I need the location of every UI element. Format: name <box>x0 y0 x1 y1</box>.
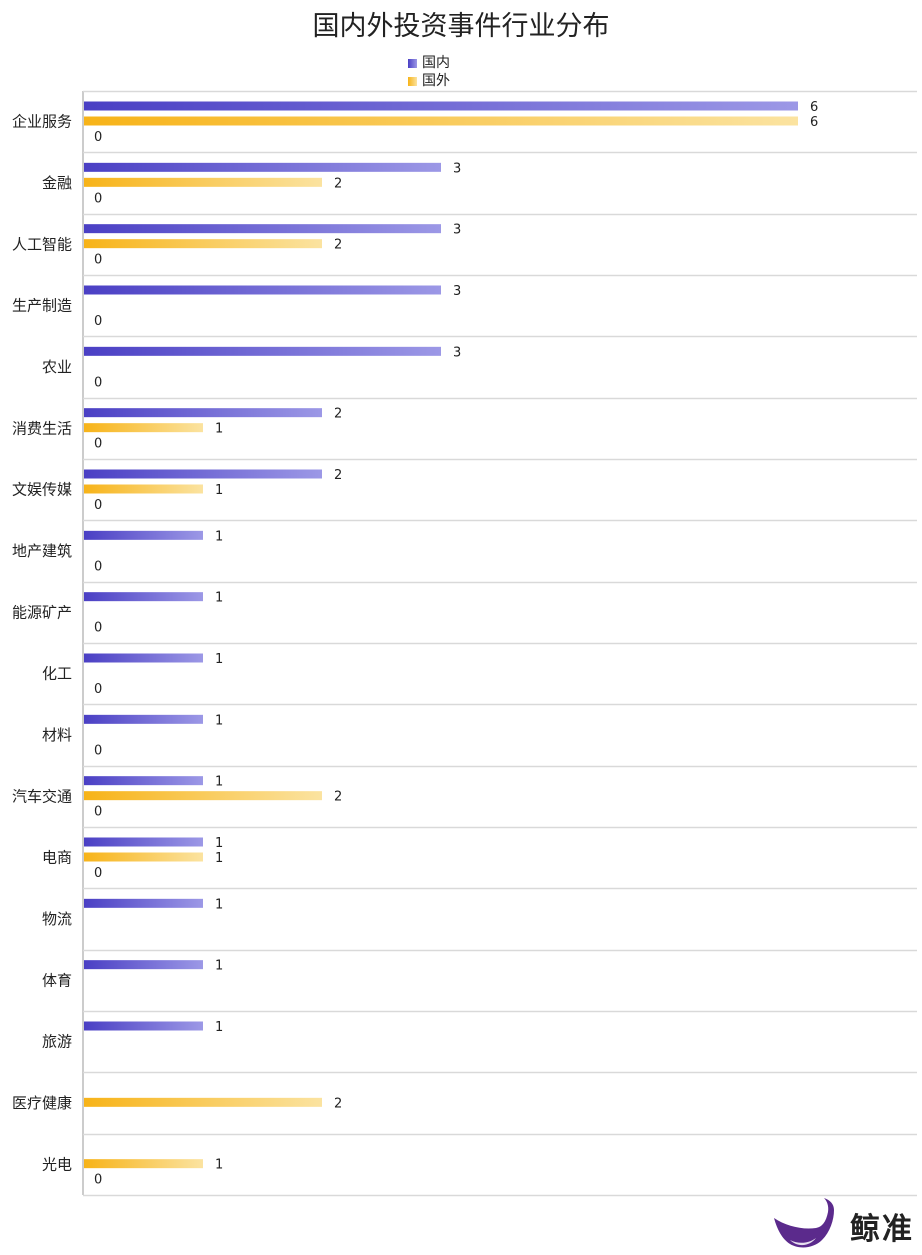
bar[interactable] <box>84 162 441 172</box>
category-label: 金融 <box>42 174 72 192</box>
data-label: 1 <box>215 652 223 667</box>
category-label: 企业服务 <box>12 113 72 131</box>
legend-label-foreign: 国外 <box>422 73 450 89</box>
bar[interactable] <box>84 177 322 187</box>
bar[interactable] <box>84 1159 203 1169</box>
bar[interactable] <box>84 346 441 356</box>
data-label: 1 <box>215 529 223 544</box>
bar[interactable] <box>84 852 203 862</box>
legend: 国内 国外 <box>408 54 450 90</box>
logo-text: 鲸准 <box>850 1212 914 1247</box>
data-label: 2 <box>334 468 342 483</box>
bar[interactable] <box>84 837 203 847</box>
data-label: 0 <box>94 130 102 145</box>
data-label: 0 <box>94 743 102 758</box>
bar[interactable] <box>84 101 798 111</box>
bar[interactable] <box>84 898 203 908</box>
data-label: 2 <box>334 176 342 191</box>
bar[interactable] <box>84 239 322 249</box>
data-label: 0 <box>94 1173 102 1188</box>
bar[interactable] <box>84 653 203 663</box>
data-label: 1 <box>215 851 223 866</box>
category-label: 体育 <box>42 971 72 989</box>
logo: 鲸准 <box>772 1196 922 1251</box>
data-label: 1 <box>215 775 223 790</box>
category-label: 消费生活 <box>12 419 72 437</box>
whale-icon <box>774 1198 834 1248</box>
data-label: 1 <box>215 1020 223 1035</box>
data-label: 2 <box>334 238 342 253</box>
bar[interactable] <box>84 116 798 126</box>
bar[interactable] <box>84 484 203 494</box>
bar[interactable] <box>84 469 322 479</box>
data-label: 0 <box>94 375 102 390</box>
data-label: 0 <box>94 805 102 820</box>
legend-swatch-foreign <box>408 76 417 86</box>
chart-title: 国内外投资事件行业分布 <box>312 11 610 42</box>
bar[interactable] <box>84 1021 203 1031</box>
data-label: 3 <box>453 161 461 176</box>
data-label: 1 <box>215 422 223 437</box>
data-label: 1 <box>215 591 223 606</box>
data-label: 0 <box>94 437 102 452</box>
data-label: 3 <box>453 284 461 299</box>
category-label: 汽车交通 <box>12 787 72 805</box>
data-label: 0 <box>94 314 102 329</box>
bar[interactable] <box>84 285 441 295</box>
bar[interactable] <box>84 960 203 970</box>
legend-swatch-domestic <box>408 58 417 68</box>
data-label: 3 <box>453 345 461 360</box>
category-label: 化工 <box>42 665 72 683</box>
data-label: 1 <box>215 713 223 728</box>
data-label: 0 <box>94 621 102 636</box>
data-label: 0 <box>94 498 102 513</box>
data-label: 0 <box>94 559 102 574</box>
legend-item-domestic[interactable]: 国内 <box>408 54 450 72</box>
bar[interactable] <box>84 776 203 786</box>
data-label: 1 <box>215 836 223 851</box>
data-label: 0 <box>94 191 102 206</box>
data-label: 0 <box>94 253 102 268</box>
bar[interactable] <box>84 408 322 418</box>
category-label: 材料 <box>42 726 72 744</box>
category-label: 光电 <box>42 1155 72 1173</box>
category-label: 地产建筑 <box>12 542 72 560</box>
data-label: 1 <box>215 959 223 974</box>
bar[interactable] <box>84 530 203 540</box>
category-label: 文娱传媒 <box>12 481 72 499</box>
data-label: 6 <box>810 100 818 115</box>
bar[interactable] <box>84 224 441 234</box>
bar[interactable] <box>84 423 203 433</box>
category-label: 能源矿产 <box>12 603 72 621</box>
category-label: 生产制造 <box>12 297 72 315</box>
category-label: 医疗健康 <box>12 1094 72 1112</box>
bar[interactable] <box>84 714 203 724</box>
data-label: 2 <box>334 407 342 422</box>
category-label: 物流 <box>42 910 72 928</box>
data-label: 2 <box>334 1096 342 1111</box>
category-label: 农业 <box>42 358 72 376</box>
bar[interactable] <box>84 592 203 602</box>
data-label: 0 <box>94 682 102 697</box>
legend-label-domestic: 国内 <box>422 55 450 71</box>
data-label: 6 <box>810 115 818 130</box>
legend-item-foreign[interactable]: 国外 <box>408 72 450 90</box>
data-label: 3 <box>453 223 461 238</box>
category-label: 人工智能 <box>12 235 72 253</box>
data-label: 1 <box>215 483 223 498</box>
bar[interactable] <box>84 791 322 801</box>
data-label: 2 <box>334 790 342 805</box>
bar[interactable] <box>84 1097 322 1107</box>
data-label: 0 <box>94 866 102 881</box>
data-label: 1 <box>215 897 223 912</box>
category-label: 旅游 <box>42 1033 72 1051</box>
data-label: 1 <box>215 1158 223 1173</box>
category-label: 电商 <box>42 849 72 867</box>
